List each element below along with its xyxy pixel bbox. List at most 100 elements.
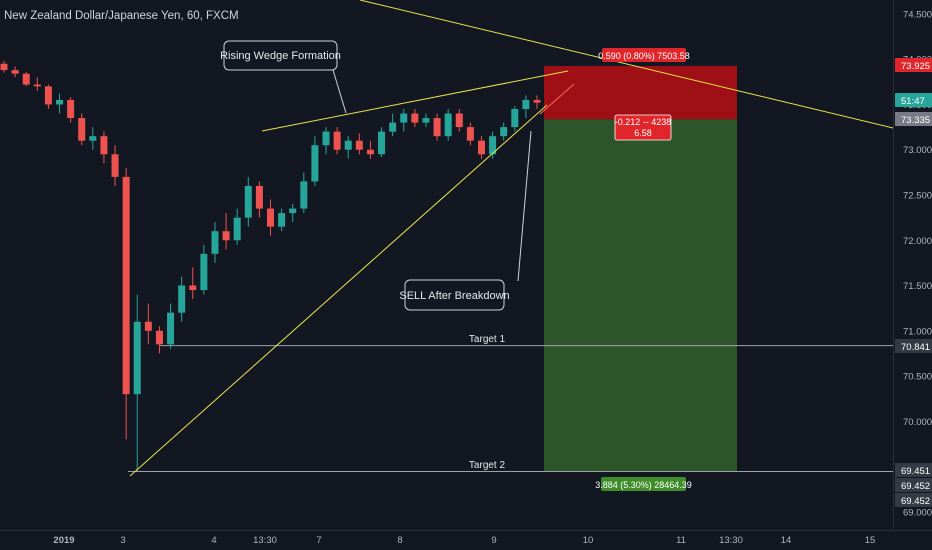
wedge-callout-pointer — [332, 69, 347, 114]
time-tick-label: 11 — [676, 535, 686, 546]
candle-body — [466, 127, 474, 141]
candle-body — [122, 176, 130, 395]
extra2-price-tag-bg — [895, 493, 932, 507]
candle-body — [400, 113, 408, 123]
candle-body — [167, 312, 175, 345]
target2-price-tag-bg — [895, 463, 932, 477]
candle-body — [233, 217, 241, 241]
price-tick-label: 73.000 — [903, 145, 932, 156]
entry-price-tag: 73.335 — [895, 112, 932, 126]
wedge-callout-box — [223, 40, 338, 71]
extra1-price-tag-text: 69.452 — [901, 481, 930, 492]
candle-body — [22, 73, 30, 85]
wedge-lower-trendline[interactable] — [129, 104, 548, 477]
wedge-upper-trendline[interactable] — [261, 70, 569, 132]
candle-body — [344, 140, 352, 150]
candle-body — [89, 136, 97, 141]
long-resistance-trendline[interactable] — [359, 0, 894, 129]
candle-body — [278, 213, 286, 227]
candle-body — [477, 140, 485, 155]
time-tick-label: 3 — [120, 535, 125, 546]
time-tick-label: 7 — [316, 535, 321, 546]
sell-callout-box — [404, 279, 505, 311]
target2-price-tag-text: 69.451 — [901, 466, 930, 477]
take-profit-zone[interactable] — [544, 119, 737, 472]
sell-callout-text: SELL After Breakdown — [399, 290, 509, 302]
candle-body — [378, 131, 386, 155]
price-tick-label: 71.000 — [903, 326, 932, 337]
time-tick-label: 2019 — [53, 535, 74, 546]
candle-body — [289, 208, 297, 214]
time-tick-label: 14 — [781, 535, 792, 546]
candle-body — [11, 70, 19, 74]
price-tick-label: 71.500 — [903, 281, 932, 292]
time-tick-label: 13:30 — [719, 535, 743, 546]
stop-price-tag-bg — [895, 58, 932, 72]
open-pl-label: -0.212 -- 4238 6.58 — [614, 114, 672, 141]
candle-body — [267, 208, 274, 227]
target2-price-tag: 69.451 — [895, 463, 932, 477]
candle-body — [100, 136, 108, 155]
wedge-callout[interactable]: Rising Wedge Formation — [220, 40, 347, 114]
stop-price-tag: 73.925 — [895, 58, 932, 72]
candle-body — [211, 231, 219, 254]
last-price-tag: 51:47 — [895, 93, 932, 107]
target-levels[interactable]: Target 1 Target 2 — [128, 334, 893, 472]
candle-body — [411, 113, 419, 123]
time-tick-label: 10 — [583, 535, 594, 546]
time-tick-label: 4 — [211, 535, 216, 546]
wedge-callout-text: Rising Wedge Formation — [220, 50, 341, 62]
extra2-price-tag-text: 69.452 — [901, 496, 930, 507]
candle-body — [322, 131, 330, 146]
target1-price-tag-bg — [895, 339, 932, 353]
candle-body — [533, 99, 541, 103]
chart-title: New Zealand Dollar/Japanese Yen, 60, FXC… — [4, 10, 239, 22]
price-tick-label: 72.500 — [903, 190, 932, 201]
candle-body — [155, 330, 163, 345]
sell-callout[interactable]: SELL After Breakdown — [399, 130, 532, 311]
candle-body — [178, 285, 186, 313]
time-tick-label: 15 — [865, 535, 876, 546]
time-axis[interactable]: 2019 3 4 13:30 7 8 9 10 11 13:30 14 15 — [53, 535, 875, 546]
price-tick-label: 70.000 — [903, 417, 932, 428]
price-tick-label: 70.500 — [903, 372, 932, 383]
time-tick-label: 9 — [491, 535, 496, 546]
candle-body — [44, 86, 52, 105]
take-profit-label-text: 3.884 (5.30%) 28464.39 — [595, 480, 692, 490]
time-tick-label: 8 — [397, 535, 402, 546]
sell-callout-pointer — [517, 130, 532, 282]
candle-body — [455, 113, 463, 128]
candle-body — [200, 253, 208, 291]
open-pl-label-line2: 6.58 — [634, 128, 652, 138]
open-pl-label-bg — [614, 114, 672, 141]
take-profit-label-bg — [601, 477, 686, 491]
price-tick-label: 69.000 — [903, 507, 932, 518]
entry-price-tag-text: 73.335 — [901, 115, 930, 126]
open-pl-label-line1: -0.212 -- 4238 — [615, 117, 672, 127]
candle-body — [489, 136, 497, 155]
candle-body — [0, 63, 8, 71]
candle-body — [111, 154, 119, 177]
target1-price-tag-text: 70.841 — [901, 342, 930, 353]
short-position-tool[interactable] — [544, 66, 737, 472]
stop-loss-label-bg — [602, 48, 686, 62]
target-level-label: Target 1 — [469, 334, 506, 345]
candle-body — [33, 84, 41, 87]
candle-body — [389, 122, 397, 132]
candle-body — [222, 231, 230, 241]
candle-body — [133, 321, 141, 395]
candles — [0, 61, 541, 472]
extra1-price-tag-bg — [895, 478, 932, 492]
candle-body — [189, 285, 197, 291]
target1-price-tag: 70.841 — [895, 339, 932, 353]
candle-body — [511, 108, 519, 128]
stop-loss-zone[interactable] — [544, 66, 737, 120]
candle-body — [422, 118, 430, 123]
candle-body — [144, 321, 152, 331]
candle-body — [300, 181, 308, 209]
candle-body — [67, 99, 75, 119]
extra2-price-tag: 69.452 — [895, 493, 932, 507]
time-tick-label: 13:30 — [253, 535, 277, 546]
